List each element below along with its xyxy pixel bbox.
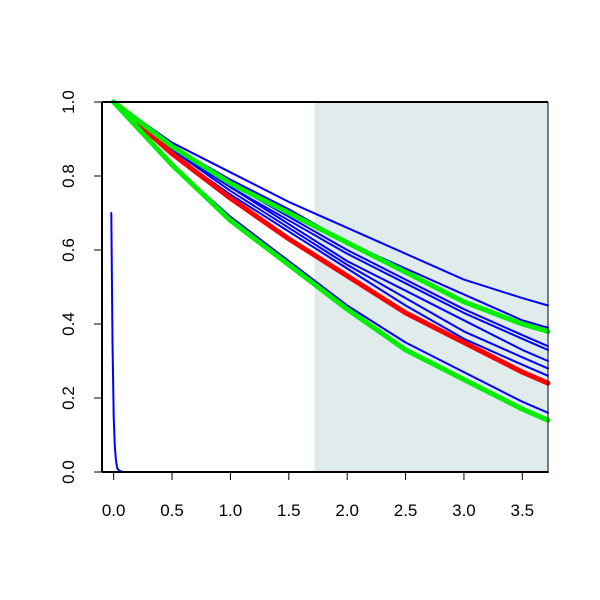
y-tick-label: 0.2 bbox=[59, 386, 78, 410]
y-tick-label: 0.4 bbox=[59, 312, 78, 336]
x-tick-label: 1.5 bbox=[277, 501, 301, 520]
series-line-3 bbox=[112, 101, 549, 307]
series-line-8 bbox=[112, 101, 549, 370]
series-line-1 bbox=[111, 99, 551, 334]
series-line-7 bbox=[112, 101, 549, 362]
y-tick-label: 0.8 bbox=[59, 164, 78, 188]
x-tick-label: 0.5 bbox=[160, 501, 184, 520]
x-tick-label: 1.0 bbox=[219, 501, 243, 520]
x-tick-label: 3.0 bbox=[452, 501, 476, 520]
y-tick-label: 1.0 bbox=[59, 90, 78, 114]
x-tick-label: 2.5 bbox=[394, 501, 418, 520]
series-line-2 bbox=[111, 99, 551, 423]
y-tick-label: 0.0 bbox=[59, 460, 78, 484]
x-tick-label: 3.5 bbox=[510, 501, 534, 520]
x-tick-label: 2.0 bbox=[335, 501, 359, 520]
x-tick-label: 0.0 bbox=[102, 501, 126, 520]
series-line-0 bbox=[111, 99, 551, 386]
y-tick-label: 0.6 bbox=[59, 238, 78, 262]
